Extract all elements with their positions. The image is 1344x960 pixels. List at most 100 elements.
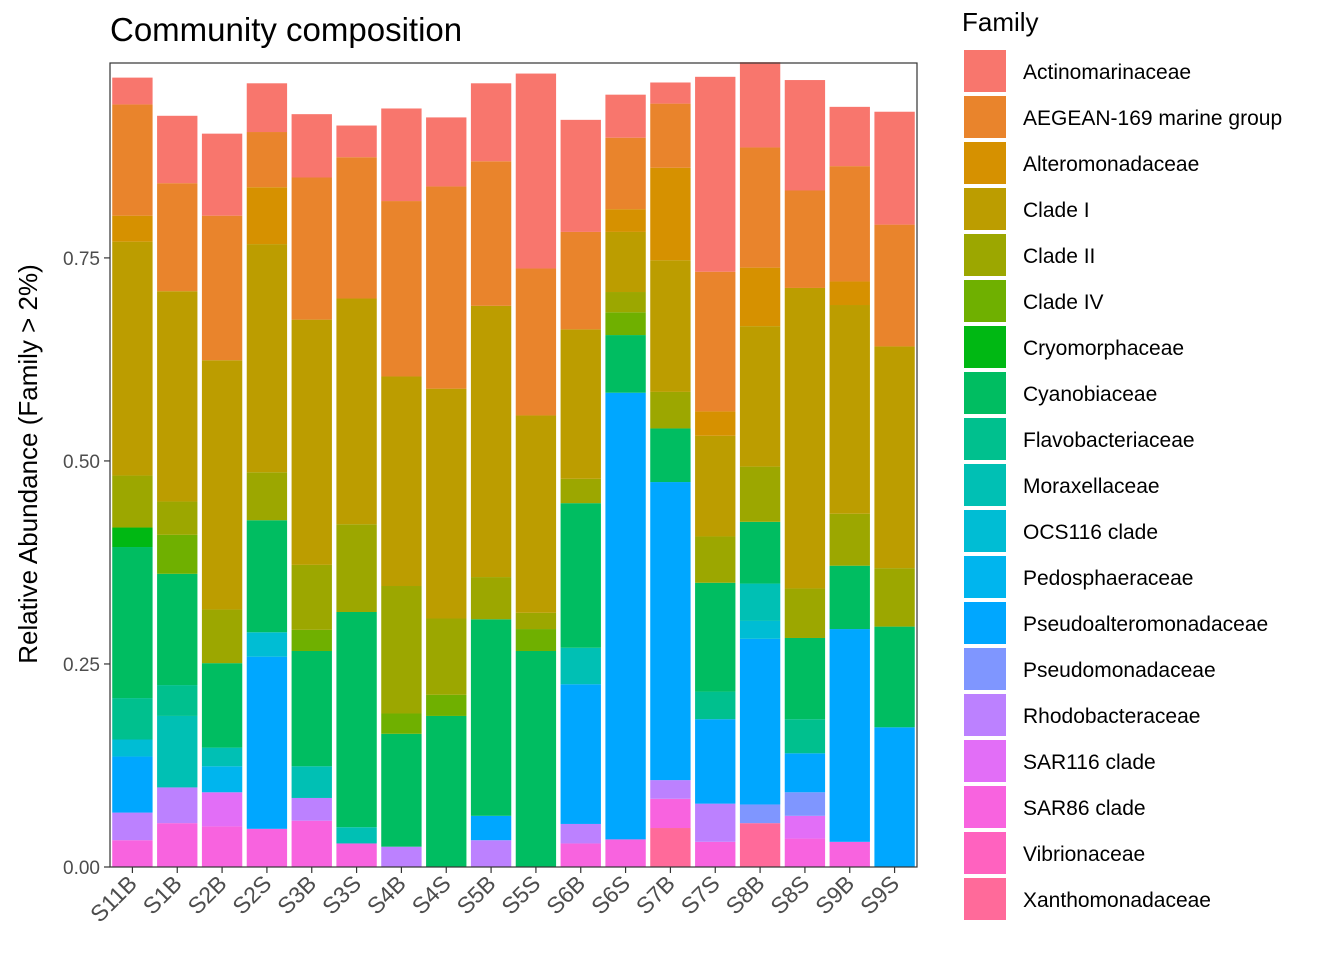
bar-segment [874,727,915,867]
bar-segment [201,663,243,748]
bar-segment [381,376,422,587]
x-tick-label: S2S [227,870,276,919]
bar-segment [336,524,377,612]
bar-segment [246,187,288,245]
x-tick-label: S3S [317,870,366,919]
legend-label: Clade IV [1023,291,1104,314]
bar-segment [560,503,601,648]
x-tick-label: S4S [407,870,456,919]
bar-segment [605,392,646,840]
bar-segment [112,547,153,699]
bar-segment [874,346,915,569]
legend-key [964,556,1006,598]
bar-segment [470,840,512,867]
legend-label: SAR86 clade [1023,797,1146,820]
bar-segment [157,501,198,535]
bar-segment [784,719,826,754]
bar-segment [560,478,601,504]
bar-segment [695,841,736,867]
bar-segment [605,137,646,210]
panel-border [109,62,918,868]
bar-segment [112,215,153,242]
bar-segment [650,391,691,429]
bar-segment [650,780,691,799]
x-tick-label: S8S [765,870,814,919]
bar-segment [560,823,601,844]
bar-segment [784,80,826,191]
bar-segment [201,826,243,867]
bar-segment [605,839,646,867]
bar-segment [381,201,422,377]
bar-segment [829,281,870,306]
bar-segment [291,177,332,320]
legend-label: Moraxellaceae [1023,475,1160,498]
bar-segment [157,291,198,502]
bar-segment [157,685,198,716]
bar-segment [560,647,601,685]
bar-segment [112,840,153,867]
legend-label: Clade I [1023,199,1090,222]
y-tick-label: 0.25 [63,655,100,676]
bar-segment [650,482,691,781]
bar-segment [650,103,691,168]
x-tick-label: S6S [586,870,635,919]
bar-segment [157,115,198,184]
bar-segment [739,638,781,805]
bar-segment [829,305,870,514]
bar-segment [829,166,870,282]
legend-label: OCS116 clade [1023,521,1158,544]
x-tick-label: S5B [451,870,500,919]
bar-segment [784,815,826,839]
bar-segment [291,564,332,630]
bar-segment [291,766,332,798]
legend: Actinomarinaceae AEGEAN-169 marine group A… [964,50,1282,920]
legend-label: Flavobacteriaceae [1023,429,1195,452]
bar-segment [201,133,243,216]
bar-segment [784,287,826,589]
x-tick-label: S4B [362,870,411,919]
x-tick-label: S8B [720,870,769,919]
legend-key [964,188,1006,230]
bar-segment [784,838,826,867]
bar-segment [605,231,646,293]
legend-key [964,142,1006,184]
bar-segment [739,147,781,268]
bar-segment [291,319,332,565]
bar-segment [201,792,243,827]
bar-segment [739,326,781,467]
y-axis: 0.00 0.25 0.50 0.75 [63,249,110,879]
legend-key [964,50,1006,92]
bar-segment [560,684,601,824]
bar-segment [157,573,198,686]
bar-segment [470,161,512,306]
x-tick-label: S9B [810,870,859,919]
bar-segment [515,650,557,867]
bar-segment [157,787,198,824]
x-tick-label: S7B [631,870,680,919]
bar-segment [739,466,781,522]
bar-segment [470,305,512,578]
legend-label: Pseudomonadaceae [1023,659,1216,682]
bar-segment [112,812,153,841]
x-tick-label: S5S [496,870,545,919]
legend-key [964,418,1006,460]
bar-segment [246,632,288,657]
bar-segment [470,577,512,620]
bar-segment [515,629,557,651]
legend-key [964,372,1006,414]
bar-segment [650,798,691,829]
y-axis-title: Relative Abundance (Family > 2%) [13,264,43,664]
bar-segment [784,588,826,638]
bar-segment [336,827,377,844]
bar-segment [201,766,243,793]
bar-segment [874,626,915,728]
bar-segment [874,568,915,627]
bar-segment [112,104,153,216]
legend-label: Cryomorphaceae [1023,337,1184,360]
y-tick-label: 0.00 [63,858,100,879]
bar-segment [157,823,198,867]
bar-segment [829,565,870,630]
bar-segment [246,472,288,521]
bar-segment [381,713,422,734]
bar-segment [695,411,736,436]
